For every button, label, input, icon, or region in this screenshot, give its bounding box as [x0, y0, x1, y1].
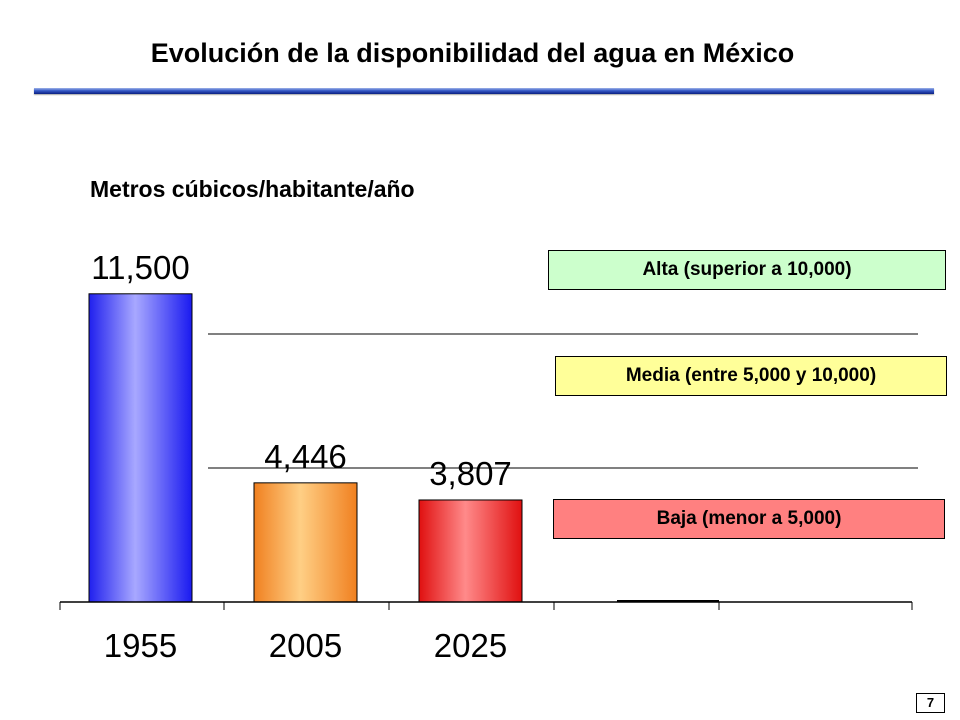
title-underline [34, 88, 934, 94]
value-label: 3,807 [429, 455, 512, 492]
value-label: 11,500 [91, 249, 189, 286]
category-label: 1955 [104, 627, 177, 664]
bar-2005 [253, 482, 358, 603]
value-label: 4,446 [264, 438, 347, 475]
chart-subtitle: Metros cúbicos/habitante/año [90, 176, 415, 202]
page-title: Evolución de la disponibilidad del agua … [150, 38, 795, 68]
bar-1955 [88, 293, 193, 603]
page-number: 7 [916, 693, 945, 713]
legend-low-availability: Baja (menor a 5,000) [553, 499, 945, 539]
category-label: 2005 [269, 627, 342, 664]
category-label: 2025 [434, 627, 507, 664]
legend-medium-availability: Media (entre 5,000 y 10,000) [555, 356, 947, 396]
bar-2025 [418, 499, 523, 603]
legend-high-availability: Alta (superior a 10,000) [548, 250, 946, 290]
